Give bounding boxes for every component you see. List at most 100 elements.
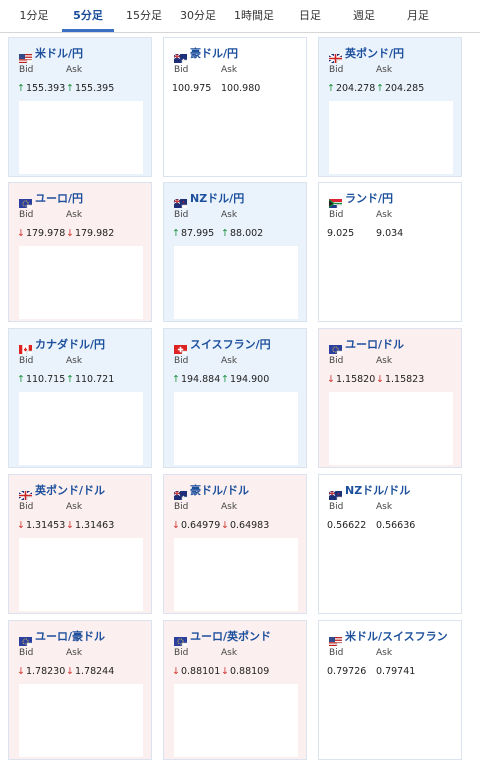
bid-price: 155.393 xyxy=(25,83,66,94)
ask-label: Ask xyxy=(376,356,393,366)
ask-price: 1.31463 xyxy=(74,520,115,531)
bid-value: ↓1.31453 xyxy=(17,520,65,531)
bid-label: Bid xyxy=(329,648,344,658)
down-arrow-icon: ↓ xyxy=(66,228,74,239)
pair-name[interactable]: ランド/円 xyxy=(345,192,394,205)
price-chart[interactable] xyxy=(174,101,298,174)
tab-3[interactable]: 15分足 xyxy=(126,9,162,22)
chart-frame xyxy=(181,496,270,546)
pair-name[interactable]: 英ポンド/ドル xyxy=(35,484,106,497)
currency-card[interactable]: 0.56650.5660.565517:5018:5019:50NZドル/ドルB… xyxy=(318,474,462,614)
tab-4[interactable]: 30分足 xyxy=(180,9,216,22)
pair-name[interactable]: 米ドル/スイスフラン xyxy=(345,630,448,643)
pair-name[interactable]: ユーロ/円 xyxy=(35,192,84,205)
uk-flag-icon: 204.3204.2204.120417:5018:5019:50 xyxy=(328,48,443,118)
candlestick-chart xyxy=(329,684,453,757)
ask-value: ↓0.88109 xyxy=(221,666,269,677)
ask-value: ↑194.900 xyxy=(221,374,269,385)
candlestick-chart xyxy=(329,392,453,465)
up-arrow-icon: ↑ xyxy=(172,374,180,385)
ca-flag-icon: 110.7110.6110.5110.417:5018:5019:50 xyxy=(19,339,133,409)
price-chart[interactable] xyxy=(174,392,298,465)
tab-5[interactable]: 1時間足 xyxy=(234,9,274,22)
tab-8[interactable]: 月足 xyxy=(407,9,429,22)
currency-card[interactable]: 0.88140.88120.8810.88080.880617:5018:501… xyxy=(163,620,307,760)
currency-card[interactable]: 110.7110.6110.5110.417:5018:5019:50カナダドル… xyxy=(8,328,152,468)
tab-7[interactable]: 週足 xyxy=(353,9,375,22)
currency-card[interactable]: 1.7881.7861.78417:5018:5019:50ユーロ/豪ドルBid… xyxy=(8,620,152,760)
price-chart[interactable] xyxy=(329,392,453,465)
up-arrow-icon: ↑ xyxy=(172,228,180,239)
eu-flag-icon: 180179.9179.817:5018:5019:50 xyxy=(19,193,133,263)
ask-price: 179.982 xyxy=(74,228,115,239)
currency-card[interactable]: 180179.9179.817:5018:5019:50ユーロ/円BidAsk↓… xyxy=(8,182,152,322)
tab-6[interactable]: 日足 xyxy=(299,9,321,22)
bid-value: ↑110.715 xyxy=(17,374,65,385)
price-chart[interactable] xyxy=(19,684,143,757)
tab-1[interactable]: 1分足 xyxy=(19,9,49,22)
ask-label: Ask xyxy=(221,65,238,75)
currency-card[interactable]: 155.4155.215517:5018:5019:50米ドル/円BidAsk↑… xyxy=(8,37,152,177)
currency-card[interactable]: 1.3171.3161.31517:5018:5019:50英ポンド/ドルBid… xyxy=(8,474,152,614)
pair-name[interactable]: 豪ドル/円 xyxy=(190,47,239,60)
bid-price: 1.15820 xyxy=(335,374,376,385)
currency-card[interactable]: 0.7970.7960.79517:5018:5019:50米ドル/スイスフラン… xyxy=(318,620,462,760)
bid-label: Bid xyxy=(19,648,34,658)
bid-value: ↓179.978 xyxy=(17,228,65,239)
pair-name[interactable]: NZドル/ドル xyxy=(345,484,411,497)
price-chart[interactable] xyxy=(329,246,453,319)
currency-card[interactable]: 0.64950.6490.648517:5018:5019:50豪ドル/ドルBi… xyxy=(163,474,307,614)
pair-name[interactable]: スイスフラン/円 xyxy=(190,338,271,351)
ask-value: ↓1.15823 xyxy=(376,374,424,385)
price-chart[interactable] xyxy=(19,101,143,174)
pair-name[interactable]: 英ポンド/円 xyxy=(345,47,405,60)
candlestick-chart xyxy=(19,392,143,465)
up-arrow-icon: ↑ xyxy=(327,83,335,94)
pair-name[interactable]: NZドル/円 xyxy=(190,192,245,205)
bid-price: 0.79726 xyxy=(327,666,367,677)
down-arrow-icon: ↓ xyxy=(17,228,25,239)
pair-name[interactable]: 豪ドル/ドル xyxy=(190,484,250,497)
pair-name[interactable]: ユーロ/英ポンド xyxy=(190,630,272,643)
pair-name[interactable]: ユーロ/豪ドル xyxy=(35,630,106,643)
ask-value: ↑204.285 xyxy=(376,83,424,94)
price-chart[interactable] xyxy=(329,538,453,611)
bid-value: ↑194.884 xyxy=(172,374,220,385)
ask-label: Ask xyxy=(221,502,238,512)
bid-value: ↑87.995 xyxy=(172,228,214,239)
ask-label: Ask xyxy=(66,356,83,366)
pair-name[interactable]: ユーロ/ドル xyxy=(345,338,405,351)
chart-frame xyxy=(181,204,270,254)
price-chart[interactable] xyxy=(329,101,453,174)
candlestick-chart xyxy=(329,246,453,319)
pair-name[interactable]: カナダドル/円 xyxy=(35,338,106,351)
ask-value: ↑110.721 xyxy=(66,374,114,385)
price-chart[interactable] xyxy=(174,538,298,611)
chart-frame xyxy=(26,642,115,692)
currency-card[interactable]: 204.3204.2204.120417:5018:5019:50英ポンド/円B… xyxy=(318,37,462,177)
tab-2[interactable]: 5分足 xyxy=(62,0,114,32)
down-arrow-icon: ↓ xyxy=(172,520,180,531)
uk-flag-icon: 1.3171.3161.31517:5018:5019:50 xyxy=(18,485,133,555)
price-chart[interactable] xyxy=(19,538,143,611)
price-chart[interactable] xyxy=(174,684,298,757)
bid-label: Bid xyxy=(19,210,34,220)
candlestick-chart xyxy=(19,101,143,174)
bid-label: Bid xyxy=(329,356,344,366)
price-chart[interactable] xyxy=(19,392,143,465)
ask-value: ↓0.64983 xyxy=(221,520,269,531)
pair-name[interactable]: 米ドル/円 xyxy=(35,47,84,60)
ask-price: 155.395 xyxy=(74,83,115,94)
price-chart[interactable] xyxy=(19,246,143,319)
ask-value: 0.79741 xyxy=(376,666,415,677)
price-chart[interactable] xyxy=(174,246,298,319)
down-arrow-icon: ↓ xyxy=(221,520,229,531)
down-arrow-icon: ↓ xyxy=(17,666,25,677)
price-chart[interactable] xyxy=(329,684,453,757)
candlestick-chart xyxy=(19,246,143,319)
